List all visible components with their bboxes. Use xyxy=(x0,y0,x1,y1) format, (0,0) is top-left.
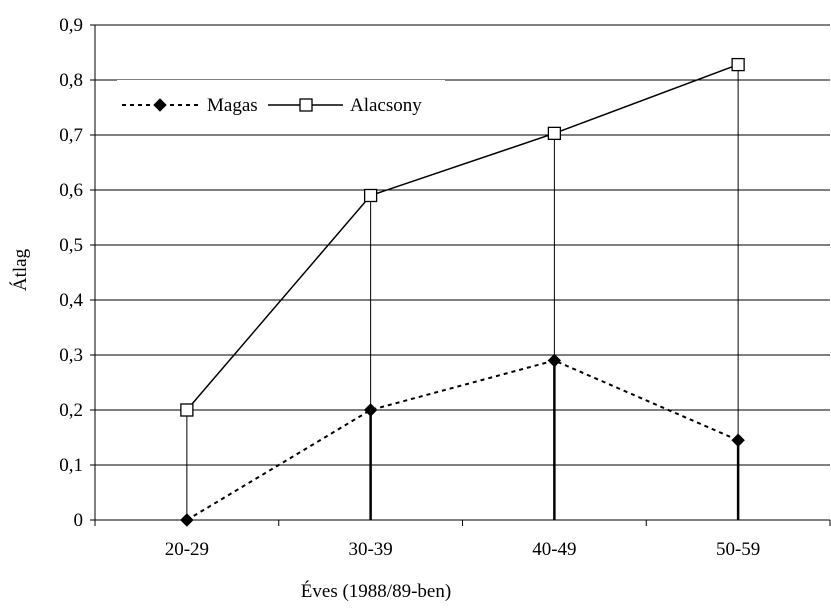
series-line-magas xyxy=(187,361,738,521)
y-tick-label: 0,4 xyxy=(59,290,83,311)
x-tick-label: 40-49 xyxy=(532,539,576,560)
data-point-magas xyxy=(365,404,377,416)
legend-marker-alacsony xyxy=(300,99,312,111)
y-tick-label: 0,6 xyxy=(59,180,83,201)
y-tick-label: 0,1 xyxy=(59,455,83,476)
drop-lines-layer xyxy=(187,65,738,520)
data-point-magas xyxy=(732,434,744,446)
y-tick-label: 0 xyxy=(74,510,84,531)
y-tick-label: 0,3 xyxy=(59,345,83,366)
legend-label-alacsony: Alacsony xyxy=(350,95,422,116)
x-axis-title: Éves (1988/89-ben) xyxy=(301,580,451,602)
legend-label-magas: Magas xyxy=(207,95,258,116)
data-point-magas xyxy=(548,355,560,367)
y-tick-label: 0,5 xyxy=(59,235,83,256)
data-point-alacsony xyxy=(365,190,377,202)
x-tick-label: 50-59 xyxy=(716,539,760,560)
data-point-alacsony xyxy=(548,127,560,139)
x-tick-label: 30-39 xyxy=(348,539,392,560)
y-axis-title: Átlag xyxy=(9,248,31,291)
y-tick-label: 0,9 xyxy=(59,15,83,36)
legend: Magas Alacsony xyxy=(117,80,445,130)
y-tick-label: 0,8 xyxy=(59,70,83,91)
data-point-alacsony xyxy=(732,59,744,71)
y-tick-label: 0,2 xyxy=(59,400,83,421)
data-point-alacsony xyxy=(181,404,193,416)
x-tick-label: 20-29 xyxy=(165,539,209,560)
data-point-magas xyxy=(181,514,193,526)
y-tick-label: 0,7 xyxy=(59,125,83,146)
